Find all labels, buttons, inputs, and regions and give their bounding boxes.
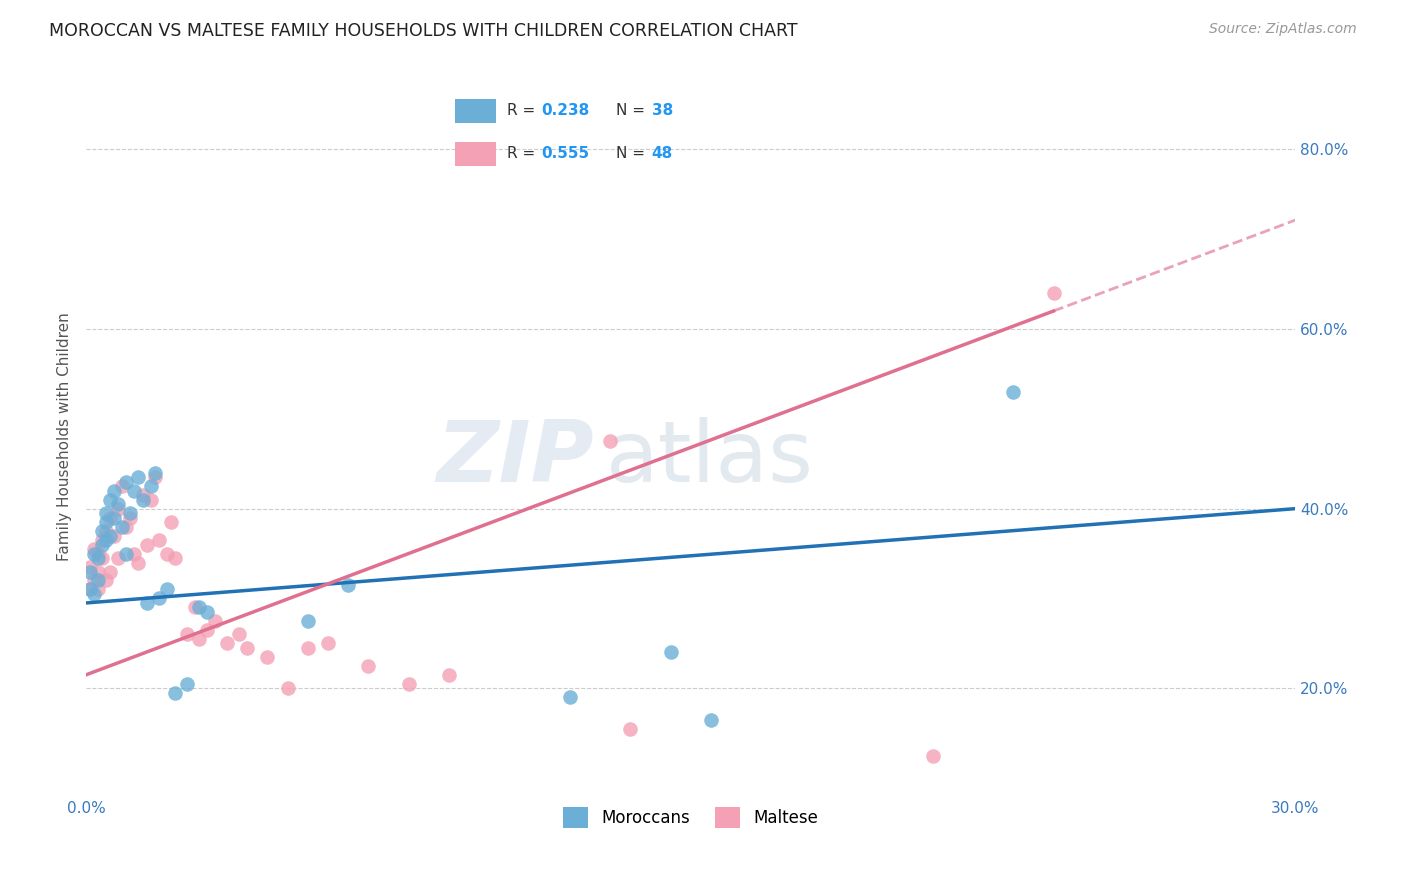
Point	[103, 510, 125, 524]
Point	[700, 713, 723, 727]
Point	[87, 551, 110, 566]
Point	[135, 596, 157, 610]
Point	[558, 690, 581, 705]
Point	[103, 528, 125, 542]
Point	[120, 510, 142, 524]
Point	[921, 748, 943, 763]
Point	[107, 501, 129, 516]
Point	[135, 537, 157, 551]
Point	[79, 565, 101, 579]
Point	[195, 623, 218, 637]
Point	[124, 483, 146, 498]
Point	[187, 632, 209, 646]
Point	[107, 551, 129, 566]
Point	[184, 600, 207, 615]
Point	[87, 574, 110, 588]
Point	[96, 533, 118, 547]
Point	[96, 524, 118, 538]
Point	[143, 466, 166, 480]
Point	[115, 475, 138, 489]
Point	[98, 528, 121, 542]
Point	[115, 547, 138, 561]
Point	[96, 515, 118, 529]
Point	[103, 483, 125, 498]
Point	[115, 519, 138, 533]
Point	[437, 668, 460, 682]
Point	[111, 519, 134, 533]
Point	[619, 722, 641, 736]
Point	[1042, 286, 1064, 301]
Legend: Moroccans, Maltese: Moroccans, Maltese	[557, 801, 825, 835]
Point	[131, 488, 153, 502]
Point	[398, 677, 420, 691]
Point	[148, 591, 170, 606]
Point	[127, 556, 149, 570]
Point	[87, 582, 110, 597]
Point	[98, 510, 121, 524]
Point	[111, 479, 134, 493]
Point	[91, 551, 114, 566]
Point	[204, 614, 226, 628]
Point	[337, 578, 360, 592]
Point	[159, 515, 181, 529]
Point	[256, 649, 278, 664]
Point	[79, 560, 101, 574]
Point	[163, 686, 186, 700]
Text: atlas: atlas	[606, 417, 814, 500]
Point	[120, 506, 142, 520]
Point	[98, 565, 121, 579]
Text: ZIP: ZIP	[436, 417, 593, 500]
Point	[148, 533, 170, 547]
Point	[91, 533, 114, 547]
Point	[156, 547, 179, 561]
Point	[163, 551, 186, 566]
Point	[297, 614, 319, 628]
Point	[357, 658, 380, 673]
Point	[91, 524, 114, 538]
Y-axis label: Family Households with Children: Family Households with Children	[58, 312, 72, 561]
Point	[139, 479, 162, 493]
Point	[139, 492, 162, 507]
Point	[83, 542, 105, 557]
Point	[79, 582, 101, 597]
Point	[91, 537, 114, 551]
Point	[96, 506, 118, 520]
Point	[87, 547, 110, 561]
Point	[87, 565, 110, 579]
Point	[124, 547, 146, 561]
Point	[96, 574, 118, 588]
Point	[176, 627, 198, 641]
Point	[187, 600, 209, 615]
Point	[98, 492, 121, 507]
Text: MOROCCAN VS MALTESE FAMILY HOUSEHOLDS WITH CHILDREN CORRELATION CHART: MOROCCAN VS MALTESE FAMILY HOUSEHOLDS WI…	[49, 22, 797, 40]
Point	[297, 640, 319, 655]
Point	[236, 640, 259, 655]
Point	[143, 470, 166, 484]
Point	[131, 492, 153, 507]
Point	[176, 677, 198, 691]
Point	[83, 574, 105, 588]
Point	[127, 470, 149, 484]
Point	[599, 434, 621, 449]
Point	[83, 587, 105, 601]
Point	[316, 636, 339, 650]
Point	[659, 645, 682, 659]
Point	[228, 627, 250, 641]
Point	[107, 497, 129, 511]
Point	[195, 605, 218, 619]
Text: Source: ZipAtlas.com: Source: ZipAtlas.com	[1209, 22, 1357, 37]
Point	[1002, 384, 1025, 399]
Point	[79, 582, 101, 597]
Point	[217, 636, 239, 650]
Point	[156, 582, 179, 597]
Point	[83, 547, 105, 561]
Point	[277, 681, 299, 696]
